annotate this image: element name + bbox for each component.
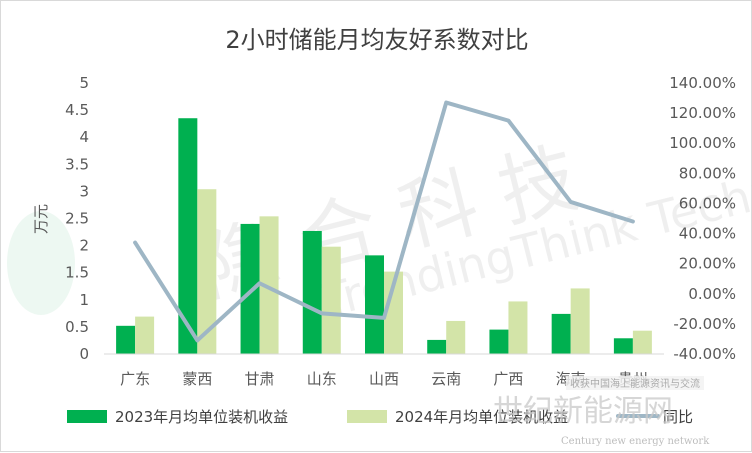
y2-tick-label: -40.00% bbox=[673, 345, 736, 363]
y-tick-label: 2 bbox=[79, 237, 89, 255]
y-tick-label: 4 bbox=[79, 128, 89, 146]
bar-2023-8 bbox=[551, 313, 571, 354]
legend-swatch-2023 bbox=[67, 410, 107, 423]
watermark-sub-text: Century new energy network bbox=[561, 436, 710, 447]
x-tick-label: 甘肃 bbox=[245, 370, 275, 388]
x-tick-label: 山西 bbox=[369, 370, 399, 388]
bar-2024-2 bbox=[197, 189, 217, 354]
y2-tick-label: 100.00% bbox=[669, 134, 736, 152]
y2-tick-label: 40.00% bbox=[679, 225, 736, 243]
yoy-point-9 bbox=[631, 220, 635, 224]
y2-tick-label: 60.00% bbox=[679, 194, 736, 212]
y-axis-ticks: 5 4.5 4 3.5 3 2.5 2 1.5 1 0.5 0 bbox=[65, 74, 89, 363]
y-axis-label: 万元 bbox=[32, 204, 50, 234]
y-tick-label: 0 bbox=[79, 345, 89, 363]
watermark-tag-text: 收获中国海上能源资讯与交流 bbox=[570, 377, 700, 390]
yoy-point-8 bbox=[569, 200, 573, 204]
bar-2023-9 bbox=[613, 338, 633, 354]
bar-2023-3 bbox=[240, 223, 260, 354]
y2-tick-label: 80.00% bbox=[679, 164, 736, 182]
bar-2023-7 bbox=[489, 329, 509, 354]
site-watermark: 收获中国海上能源资讯与交流 世纪新能源网 Century new energy … bbox=[493, 376, 710, 447]
y2-tick-label: 20.00% bbox=[679, 255, 736, 273]
bar-2024-8 bbox=[570, 288, 590, 354]
legend-label-2024: 2024年月均单位装机收益 bbox=[395, 408, 568, 426]
bar-2024-3 bbox=[259, 216, 279, 354]
yoy-point-4 bbox=[320, 311, 324, 315]
y-tick-label: 3.5 bbox=[65, 155, 89, 173]
bar-2023-1 bbox=[116, 325, 136, 354]
bar-2024-4 bbox=[321, 246, 341, 354]
y2-tick-label: 0.00% bbox=[688, 285, 736, 303]
legend-label-2023: 2023年月均单位装机收益 bbox=[115, 408, 288, 426]
y2-tick-label: -20.00% bbox=[673, 315, 736, 333]
bar-2023-5 bbox=[365, 255, 384, 354]
y2-tick-label: 120.00% bbox=[669, 104, 736, 122]
yoy-point-3 bbox=[258, 281, 262, 285]
legend: 2023年月均单位装机收益 2024年月均单位装机收益 同比 bbox=[67, 408, 693, 426]
bar-2023-6 bbox=[427, 339, 447, 354]
y-tick-label: 1 bbox=[79, 291, 89, 309]
yoy-point-7 bbox=[506, 119, 510, 123]
bar-2024-7 bbox=[508, 301, 528, 354]
bar-2024-6 bbox=[446, 320, 466, 354]
bar-2024-5 bbox=[384, 271, 403, 354]
bar-2024-9 bbox=[632, 330, 652, 354]
watermark-main-text: 世纪新能源网 bbox=[493, 394, 673, 429]
yoy-point-1 bbox=[133, 241, 137, 245]
y-tick-label: 2.5 bbox=[65, 210, 89, 228]
x-tick-label: 云南 bbox=[431, 370, 461, 388]
yoy-point-5 bbox=[382, 316, 386, 320]
x-tick-label: 广东 bbox=[120, 370, 150, 388]
x-tick-label: 蒙西 bbox=[182, 370, 212, 388]
x-tick-label: 山东 bbox=[307, 370, 337, 388]
x-tick-label: 广西 bbox=[493, 370, 523, 388]
legend-swatch-2024 bbox=[347, 410, 387, 423]
bar-series-group bbox=[116, 118, 652, 354]
y-tick-label: 5 bbox=[79, 74, 89, 92]
bar-2023-4 bbox=[302, 230, 322, 354]
y2-tick-label: 140.00% bbox=[669, 74, 736, 92]
y-tick-label: 3 bbox=[79, 182, 89, 200]
legend-label-yoy: 同比 bbox=[663, 408, 693, 426]
yoy-point-2 bbox=[195, 338, 199, 342]
watermark-logo-shape bbox=[7, 211, 75, 315]
bar-2023-2 bbox=[178, 118, 198, 354]
line-series-group bbox=[133, 100, 635, 343]
y-tick-label: 4.5 bbox=[65, 101, 89, 119]
y-tick-label: 0.5 bbox=[65, 318, 89, 336]
bar-2024-1 bbox=[135, 316, 155, 354]
y2-axis-ticks: 140.00% 120.00% 100.00% 80.00% 60.00% 40.00% 2… bbox=[669, 74, 736, 363]
chart-title: 2小时储能月均友好系数对比 bbox=[225, 26, 528, 54]
y-tick-label: 1.5 bbox=[65, 264, 89, 282]
watermark-tag-bg bbox=[566, 376, 704, 390]
yoy-point-6 bbox=[444, 101, 448, 105]
